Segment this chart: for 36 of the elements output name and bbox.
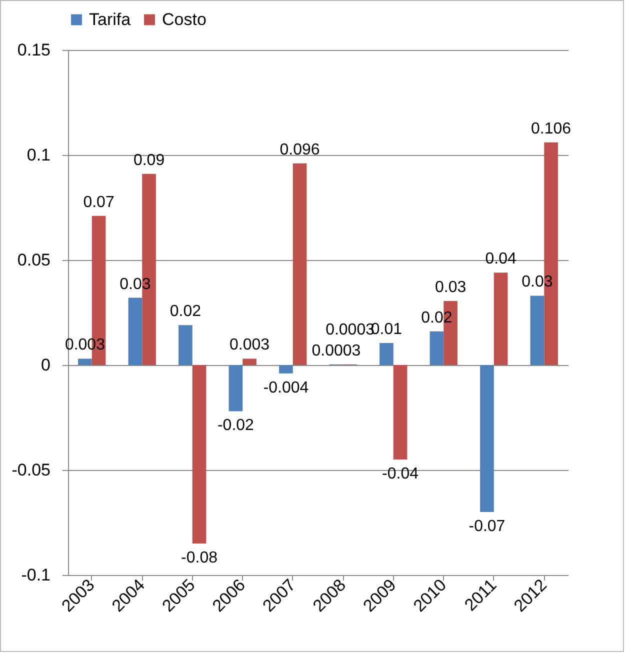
data-label: 0.106 [531,120,572,138]
legend-label: Costo [162,10,206,29]
y-tick-label: 0.1 [26,146,50,164]
legend-label: Tarifa [89,10,132,29]
bar [530,296,544,365]
bar [128,298,142,365]
data-label: 0.096 [280,141,320,158]
data-label: 0.04 [485,250,516,268]
bar [242,358,256,365]
data-label: 0.03 [434,278,466,296]
y-tick-label: 0.15 [17,40,50,60]
y-tick-label: -0.05 [12,460,50,480]
bar [192,365,206,544]
bar [178,325,192,365]
bar [78,358,92,365]
bar [480,365,494,512]
bar [279,365,293,374]
y-tick-label: -0.1 [21,566,50,584]
data-label: -0.07 [468,518,506,535]
bar [380,342,394,365]
data-label: 0.09 [133,152,165,169]
data-label: -0.04 [382,466,419,482]
bar [292,163,307,365]
y-tick-label: 0 [41,356,50,374]
data-label: -0.004 [263,379,309,396]
data-label: -0.02 [217,417,254,434]
data-label: 0.0003 [312,342,361,360]
bar [494,272,508,365]
bar [228,365,243,412]
y-tick-label: 0.05 [17,250,50,270]
bar [430,331,444,365]
data-label: 0.02 [170,303,202,320]
data-label: 0.07 [83,194,114,211]
data-label: 0.003 [230,336,270,354]
data-label: -0.08 [181,550,218,566]
bar [393,365,408,460]
